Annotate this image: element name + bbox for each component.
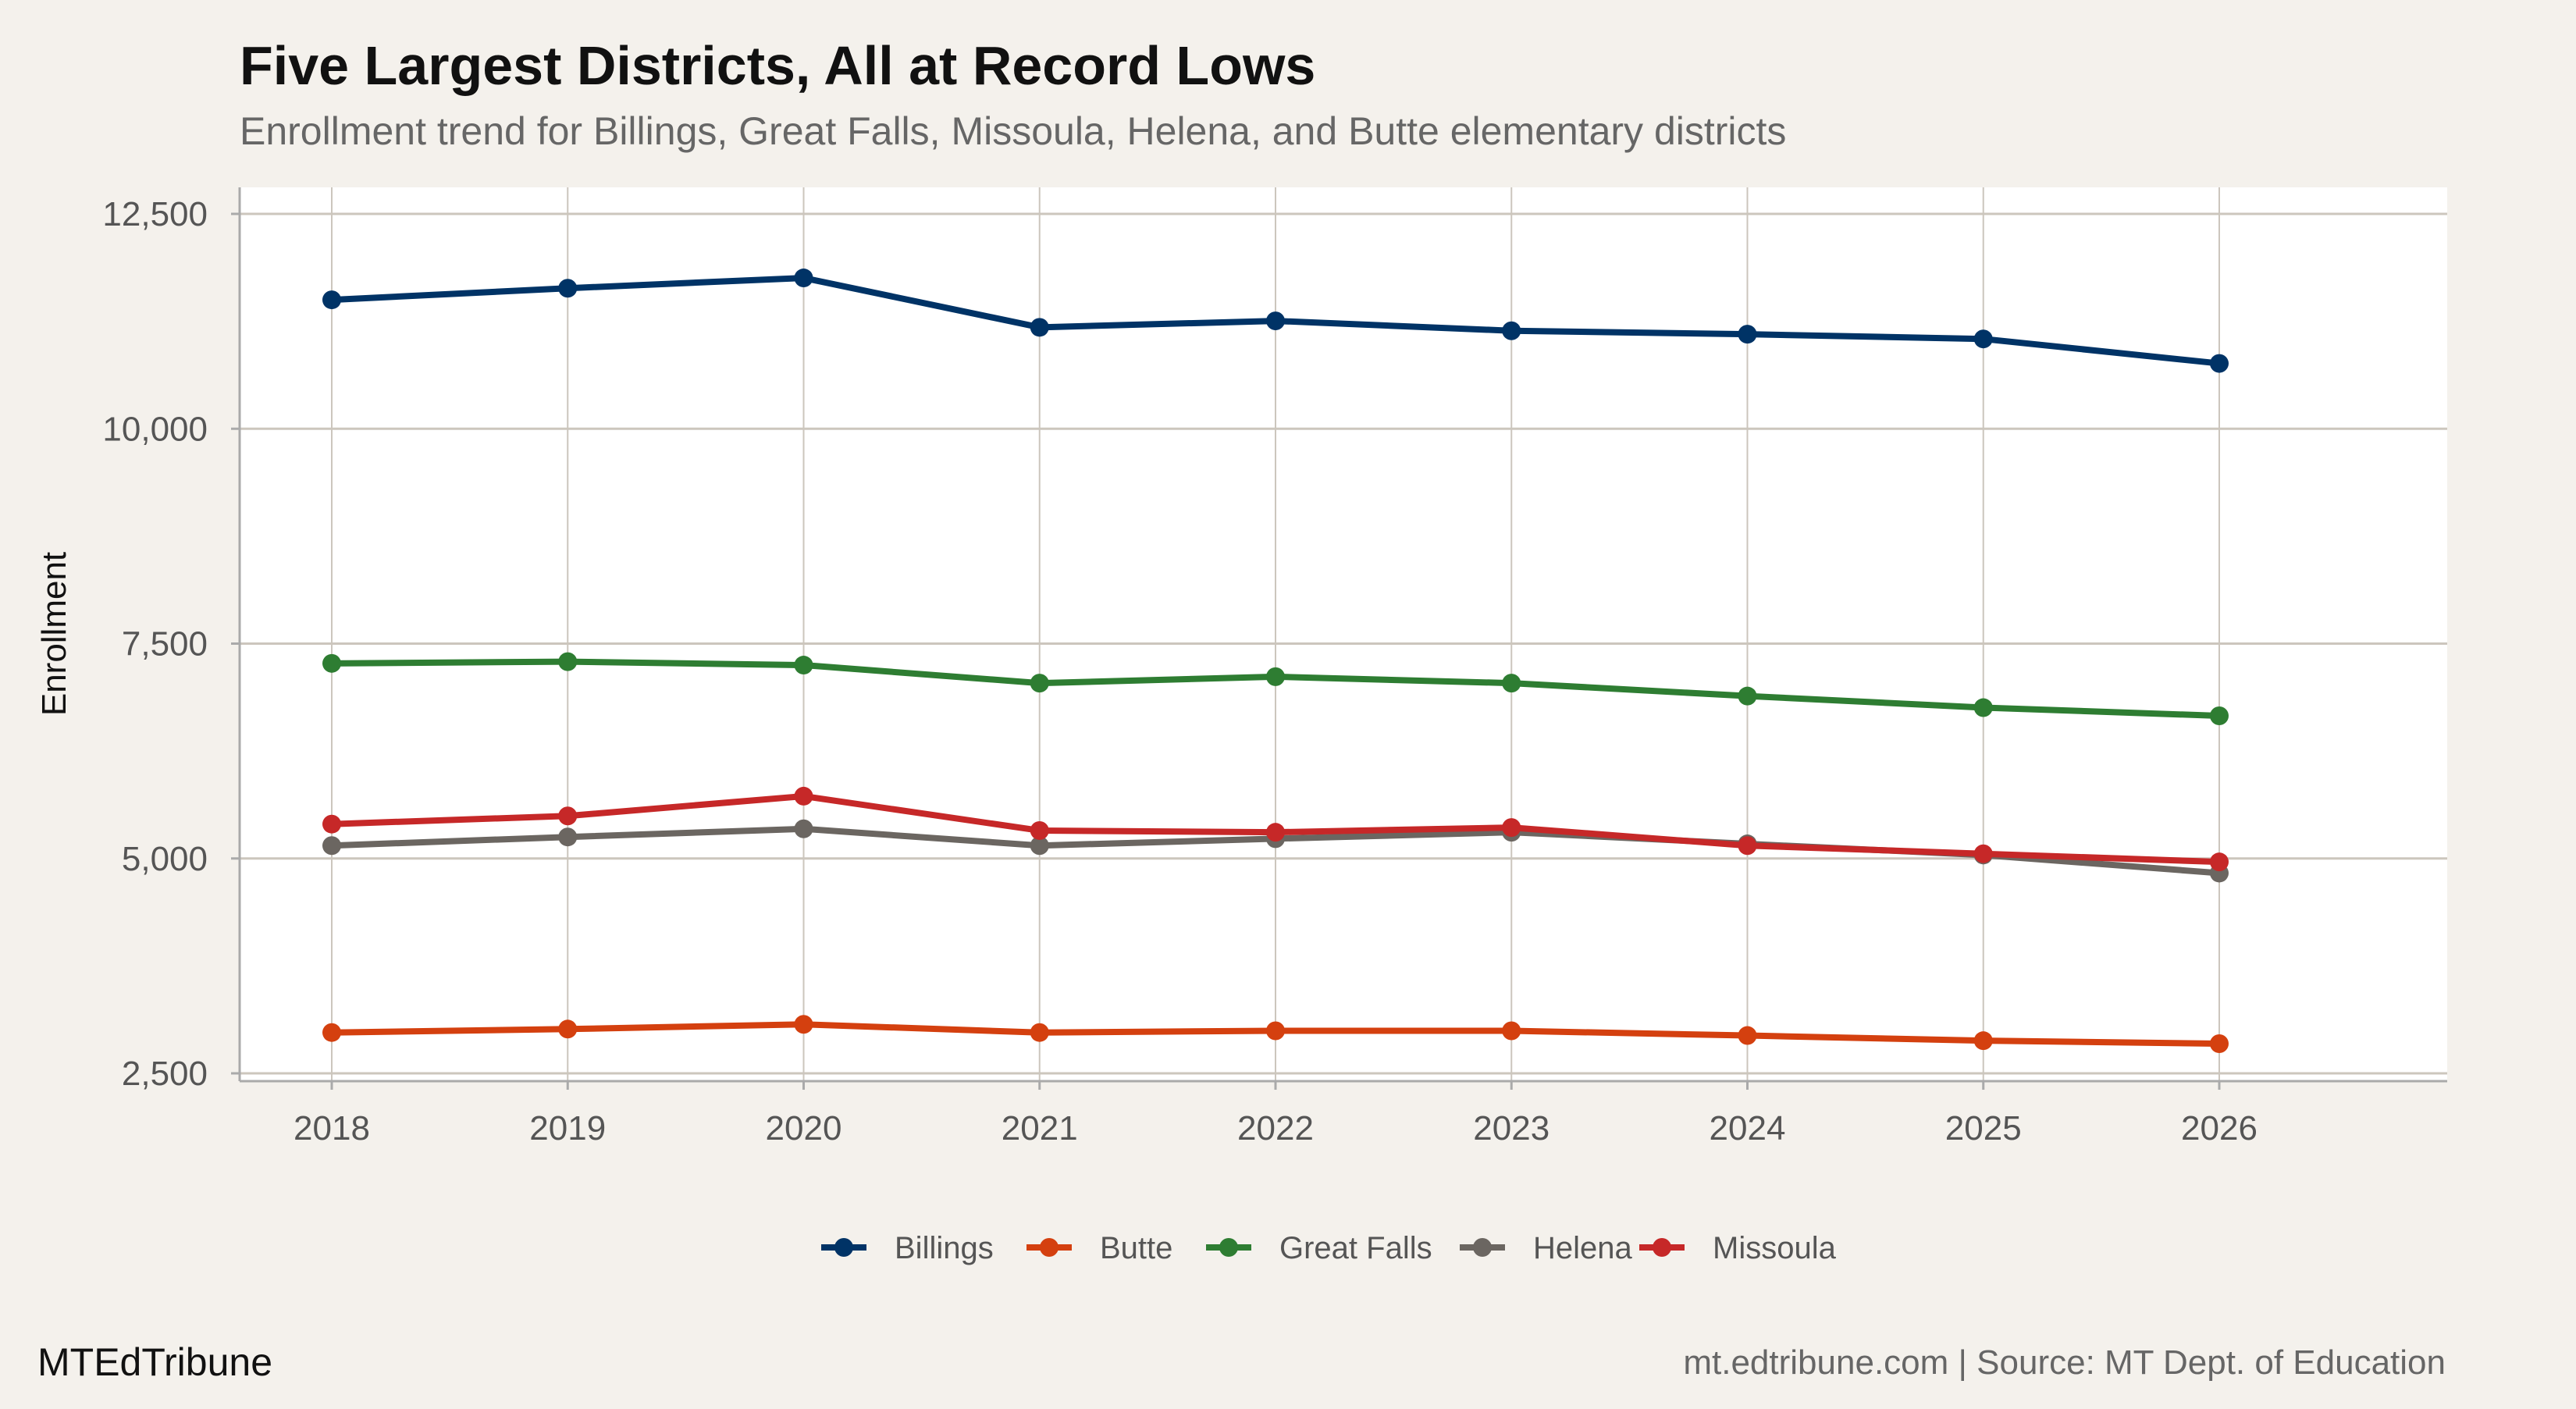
- x-tick-label: 2019: [529, 1109, 606, 1147]
- legend-label: Helena: [1533, 1231, 1633, 1265]
- data-point-great-falls: [2210, 706, 2229, 725]
- data-point-butte: [2210, 1034, 2229, 1054]
- data-point-butte: [1738, 1026, 1757, 1045]
- chart-subtitle: Enrollment trend for Billings, Great Fal…: [240, 109, 1786, 153]
- legend-item-helena: Helena: [1460, 1231, 1633, 1265]
- data-point-missoula: [1502, 818, 1521, 838]
- data-point-helena: [1030, 836, 1049, 856]
- x-tick-label: 2021: [1002, 1109, 1078, 1147]
- data-point-missoula: [1030, 820, 1049, 840]
- legend-label: Great Falls: [1279, 1231, 1432, 1265]
- legend-item-great-falls: Great Falls: [1206, 1231, 1432, 1265]
- legend-key-point: [1473, 1238, 1492, 1257]
- data-point-butte: [558, 1019, 578, 1039]
- x-tick-label: 2020: [766, 1109, 842, 1147]
- legend-key-point: [834, 1238, 853, 1257]
- data-point-great-falls: [1266, 667, 1285, 686]
- data-point-great-falls: [1738, 686, 1757, 706]
- legend-key-point: [1040, 1238, 1059, 1257]
- data-point-missoula: [1738, 836, 1757, 856]
- data-point-billings: [2210, 354, 2229, 373]
- data-point-great-falls: [322, 653, 341, 673]
- data-point-missoula: [558, 806, 578, 826]
- series-group: [322, 269, 2229, 1054]
- data-point-missoula: [1266, 823, 1285, 842]
- legend-label: Butte: [1100, 1231, 1172, 1265]
- y-axis-label: Enrollment: [35, 552, 73, 716]
- data-point-billings: [322, 290, 341, 310]
- x-tick-label: 2025: [1945, 1109, 2022, 1147]
- y-tick-label: 5,000: [122, 840, 208, 878]
- data-point-missoula: [1973, 844, 1993, 863]
- data-point-butte: [1030, 1023, 1049, 1042]
- data-point-billings: [1030, 318, 1049, 337]
- data-point-butte: [1502, 1021, 1521, 1041]
- data-point-butte: [1973, 1031, 1993, 1051]
- data-point-billings: [1973, 329, 1993, 349]
- y-tick-label: 12,500: [102, 195, 208, 233]
- footer-source: mt.edtribune.com | Source: MT Dept. of E…: [1683, 1343, 2446, 1382]
- legend-item-missoula: Missoula: [1639, 1231, 1837, 1265]
- x-tick-label: 2024: [1710, 1109, 1786, 1147]
- data-point-butte: [322, 1023, 341, 1042]
- legend-item-butte: Butte: [1026, 1231, 1172, 1265]
- x-tick-label: 2026: [2181, 1109, 2258, 1147]
- x-tick-label: 2018: [294, 1109, 370, 1147]
- data-point-butte: [1266, 1021, 1285, 1041]
- data-point-helena: [794, 819, 813, 838]
- legend-label: Billings: [895, 1231, 994, 1265]
- footer-brand: MTEdTribune: [37, 1340, 272, 1384]
- data-point-great-falls: [558, 652, 578, 671]
- legend-label: Missoula: [1713, 1231, 1837, 1265]
- data-point-great-falls: [1030, 674, 1049, 693]
- data-point-butte: [794, 1015, 813, 1034]
- legend-item-billings: Billings: [821, 1231, 994, 1265]
- chart-title: Five Largest Districts, All at Record Lo…: [240, 35, 1315, 96]
- data-point-great-falls: [1502, 674, 1521, 693]
- x-tick-label: 2023: [1473, 1109, 1550, 1147]
- y-tick-label: 2,500: [122, 1055, 208, 1093]
- data-point-missoula: [2210, 852, 2229, 872]
- data-point-missoula: [794, 786, 813, 806]
- legend: Billings Butte Great Falls Helena Missoula: [821, 1231, 1837, 1265]
- data-point-missoula: [322, 814, 341, 834]
- legend-key-point: [1653, 1238, 1671, 1257]
- data-point-billings: [1266, 311, 1285, 331]
- plot-panel: [240, 187, 2447, 1081]
- axes: 2,500 5,000 7,500 10,000 12,500 2018 2019 2020 2…: [102, 187, 2447, 1147]
- data-point-helena: [322, 836, 341, 856]
- y-tick-label: 7,500: [122, 625, 208, 664]
- data-point-great-falls: [1973, 698, 1993, 717]
- data-point-helena: [558, 827, 578, 847]
- legend-key-point: [1219, 1238, 1238, 1257]
- data-point-billings: [794, 269, 813, 288]
- data-point-billings: [1502, 321, 1521, 340]
- x-tick-label: 2022: [1237, 1109, 1314, 1147]
- data-point-billings: [558, 279, 578, 298]
- data-point-billings: [1738, 325, 1757, 344]
- data-point-great-falls: [794, 656, 813, 675]
- y-tick-label: 10,000: [102, 410, 208, 448]
